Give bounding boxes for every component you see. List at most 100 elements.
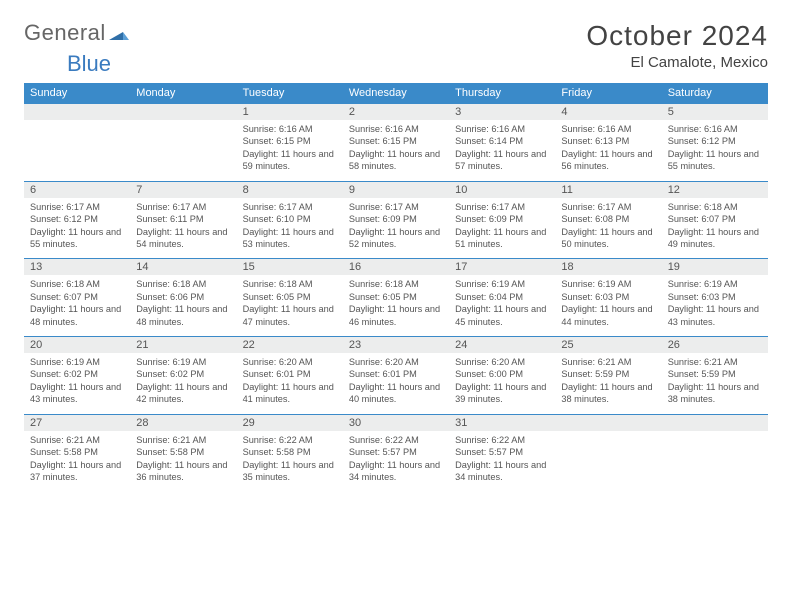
daylight-text: Daylight: 11 hours and 35 minutes. bbox=[243, 459, 337, 484]
day-number bbox=[662, 415, 768, 431]
sunset-text: Sunset: 6:12 PM bbox=[668, 135, 762, 147]
sunset-text: Sunset: 5:59 PM bbox=[561, 368, 655, 380]
day-details bbox=[130, 120, 236, 181]
day-number: 12 bbox=[662, 182, 768, 198]
daylight-text: Daylight: 11 hours and 39 minutes. bbox=[455, 381, 549, 406]
calendar-day-cell bbox=[24, 104, 130, 182]
day-details: Sunrise: 6:17 AMSunset: 6:09 PMDaylight:… bbox=[449, 198, 555, 259]
day-number bbox=[555, 415, 661, 431]
calendar-week-row: 13Sunrise: 6:18 AMSunset: 6:07 PMDayligh… bbox=[24, 259, 768, 337]
sunset-text: Sunset: 5:57 PM bbox=[455, 446, 549, 458]
daylight-text: Daylight: 11 hours and 59 minutes. bbox=[243, 148, 337, 173]
month-title: October 2024 bbox=[586, 20, 768, 52]
day-details: Sunrise: 6:19 AMSunset: 6:03 PMDaylight:… bbox=[662, 275, 768, 336]
daylight-text: Daylight: 11 hours and 57 minutes. bbox=[455, 148, 549, 173]
sunrise-text: Sunrise: 6:20 AM bbox=[243, 356, 337, 368]
sunset-text: Sunset: 5:59 PM bbox=[668, 368, 762, 380]
day-details: Sunrise: 6:18 AMSunset: 6:05 PMDaylight:… bbox=[343, 275, 449, 336]
day-details: Sunrise: 6:19 AMSunset: 6:02 PMDaylight:… bbox=[24, 353, 130, 414]
day-number: 16 bbox=[343, 259, 449, 275]
daylight-text: Daylight: 11 hours and 37 minutes. bbox=[30, 459, 124, 484]
day-details: Sunrise: 6:17 AMSunset: 6:09 PMDaylight:… bbox=[343, 198, 449, 259]
header: General October 2024 El Camalote, Mexico bbox=[24, 20, 768, 71]
sunrise-text: Sunrise: 6:16 AM bbox=[349, 123, 443, 135]
day-number: 7 bbox=[130, 182, 236, 198]
sunrise-text: Sunrise: 6:20 AM bbox=[455, 356, 549, 368]
day-details: Sunrise: 6:22 AMSunset: 5:58 PMDaylight:… bbox=[237, 431, 343, 492]
day-details: Sunrise: 6:19 AMSunset: 6:02 PMDaylight:… bbox=[130, 353, 236, 414]
day-number: 22 bbox=[237, 337, 343, 353]
sunrise-text: Sunrise: 6:16 AM bbox=[668, 123, 762, 135]
calendar-day-cell: 30Sunrise: 6:22 AMSunset: 5:57 PMDayligh… bbox=[343, 414, 449, 491]
daylight-text: Daylight: 11 hours and 45 minutes. bbox=[455, 303, 549, 328]
day-details: Sunrise: 6:16 AMSunset: 6:13 PMDaylight:… bbox=[555, 120, 661, 181]
day-number: 19 bbox=[662, 259, 768, 275]
weekday-header: Wednesday bbox=[343, 83, 449, 104]
sunrise-text: Sunrise: 6:16 AM bbox=[561, 123, 655, 135]
day-number: 14 bbox=[130, 259, 236, 275]
sunset-text: Sunset: 6:07 PM bbox=[30, 291, 124, 303]
sunrise-text: Sunrise: 6:22 AM bbox=[243, 434, 337, 446]
day-number: 6 bbox=[24, 182, 130, 198]
sunset-text: Sunset: 6:00 PM bbox=[455, 368, 549, 380]
day-details: Sunrise: 6:20 AMSunset: 6:01 PMDaylight:… bbox=[237, 353, 343, 414]
day-number: 21 bbox=[130, 337, 236, 353]
sunset-text: Sunset: 6:03 PM bbox=[668, 291, 762, 303]
calendar-day-cell: 19Sunrise: 6:19 AMSunset: 6:03 PMDayligh… bbox=[662, 259, 768, 337]
day-number: 20 bbox=[24, 337, 130, 353]
daylight-text: Daylight: 11 hours and 34 minutes. bbox=[349, 459, 443, 484]
daylight-text: Daylight: 11 hours and 49 minutes. bbox=[668, 226, 762, 251]
sunrise-text: Sunrise: 6:17 AM bbox=[30, 201, 124, 213]
sunset-text: Sunset: 6:05 PM bbox=[349, 291, 443, 303]
day-number: 31 bbox=[449, 415, 555, 431]
daylight-text: Daylight: 11 hours and 46 minutes. bbox=[349, 303, 443, 328]
day-number: 18 bbox=[555, 259, 661, 275]
calendar-day-cell: 1Sunrise: 6:16 AMSunset: 6:15 PMDaylight… bbox=[237, 104, 343, 182]
calendar-table: Sunday Monday Tuesday Wednesday Thursday… bbox=[24, 83, 768, 491]
sunset-text: Sunset: 6:09 PM bbox=[349, 213, 443, 225]
weekday-header: Friday bbox=[555, 83, 661, 104]
daylight-text: Daylight: 11 hours and 43 minutes. bbox=[668, 303, 762, 328]
day-details: Sunrise: 6:18 AMSunset: 6:07 PMDaylight:… bbox=[24, 275, 130, 336]
calendar-week-row: 1Sunrise: 6:16 AMSunset: 6:15 PMDaylight… bbox=[24, 104, 768, 182]
logo-text-blue: Blue bbox=[67, 51, 111, 77]
sunset-text: Sunset: 6:01 PM bbox=[349, 368, 443, 380]
sunset-text: Sunset: 6:11 PM bbox=[136, 213, 230, 225]
day-number: 10 bbox=[449, 182, 555, 198]
sunset-text: Sunset: 5:57 PM bbox=[349, 446, 443, 458]
sunrise-text: Sunrise: 6:22 AM bbox=[349, 434, 443, 446]
sunset-text: Sunset: 6:15 PM bbox=[243, 135, 337, 147]
sunrise-text: Sunrise: 6:19 AM bbox=[30, 356, 124, 368]
sunset-text: Sunset: 6:09 PM bbox=[455, 213, 549, 225]
calendar-day-cell: 23Sunrise: 6:20 AMSunset: 6:01 PMDayligh… bbox=[343, 337, 449, 415]
daylight-text: Daylight: 11 hours and 47 minutes. bbox=[243, 303, 337, 328]
sunset-text: Sunset: 5:58 PM bbox=[136, 446, 230, 458]
daylight-text: Daylight: 11 hours and 41 minutes. bbox=[243, 381, 337, 406]
calendar-day-cell bbox=[662, 414, 768, 491]
day-number: 27 bbox=[24, 415, 130, 431]
calendar-day-cell: 7Sunrise: 6:17 AMSunset: 6:11 PMDaylight… bbox=[130, 181, 236, 259]
day-number: 30 bbox=[343, 415, 449, 431]
day-details: Sunrise: 6:18 AMSunset: 6:05 PMDaylight:… bbox=[237, 275, 343, 336]
logo-icon bbox=[109, 20, 129, 46]
calendar-day-cell: 12Sunrise: 6:18 AMSunset: 6:07 PMDayligh… bbox=[662, 181, 768, 259]
day-number: 25 bbox=[555, 337, 661, 353]
day-number: 17 bbox=[449, 259, 555, 275]
calendar-day-cell: 9Sunrise: 6:17 AMSunset: 6:09 PMDaylight… bbox=[343, 181, 449, 259]
calendar-day-cell bbox=[555, 414, 661, 491]
sunrise-text: Sunrise: 6:17 AM bbox=[455, 201, 549, 213]
location: El Camalote, Mexico bbox=[586, 54, 768, 71]
sunset-text: Sunset: 6:14 PM bbox=[455, 135, 549, 147]
day-number: 15 bbox=[237, 259, 343, 275]
sunrise-text: Sunrise: 6:19 AM bbox=[668, 278, 762, 290]
sunset-text: Sunset: 6:02 PM bbox=[136, 368, 230, 380]
day-details: Sunrise: 6:22 AMSunset: 5:57 PMDaylight:… bbox=[343, 431, 449, 492]
sunset-text: Sunset: 6:03 PM bbox=[561, 291, 655, 303]
daylight-text: Daylight: 11 hours and 34 minutes. bbox=[455, 459, 549, 484]
calendar-day-cell: 20Sunrise: 6:19 AMSunset: 6:02 PMDayligh… bbox=[24, 337, 130, 415]
day-details: Sunrise: 6:21 AMSunset: 5:59 PMDaylight:… bbox=[662, 353, 768, 414]
day-number: 26 bbox=[662, 337, 768, 353]
daylight-text: Daylight: 11 hours and 54 minutes. bbox=[136, 226, 230, 251]
calendar-day-cell: 10Sunrise: 6:17 AMSunset: 6:09 PMDayligh… bbox=[449, 181, 555, 259]
calendar-day-cell: 2Sunrise: 6:16 AMSunset: 6:15 PMDaylight… bbox=[343, 104, 449, 182]
